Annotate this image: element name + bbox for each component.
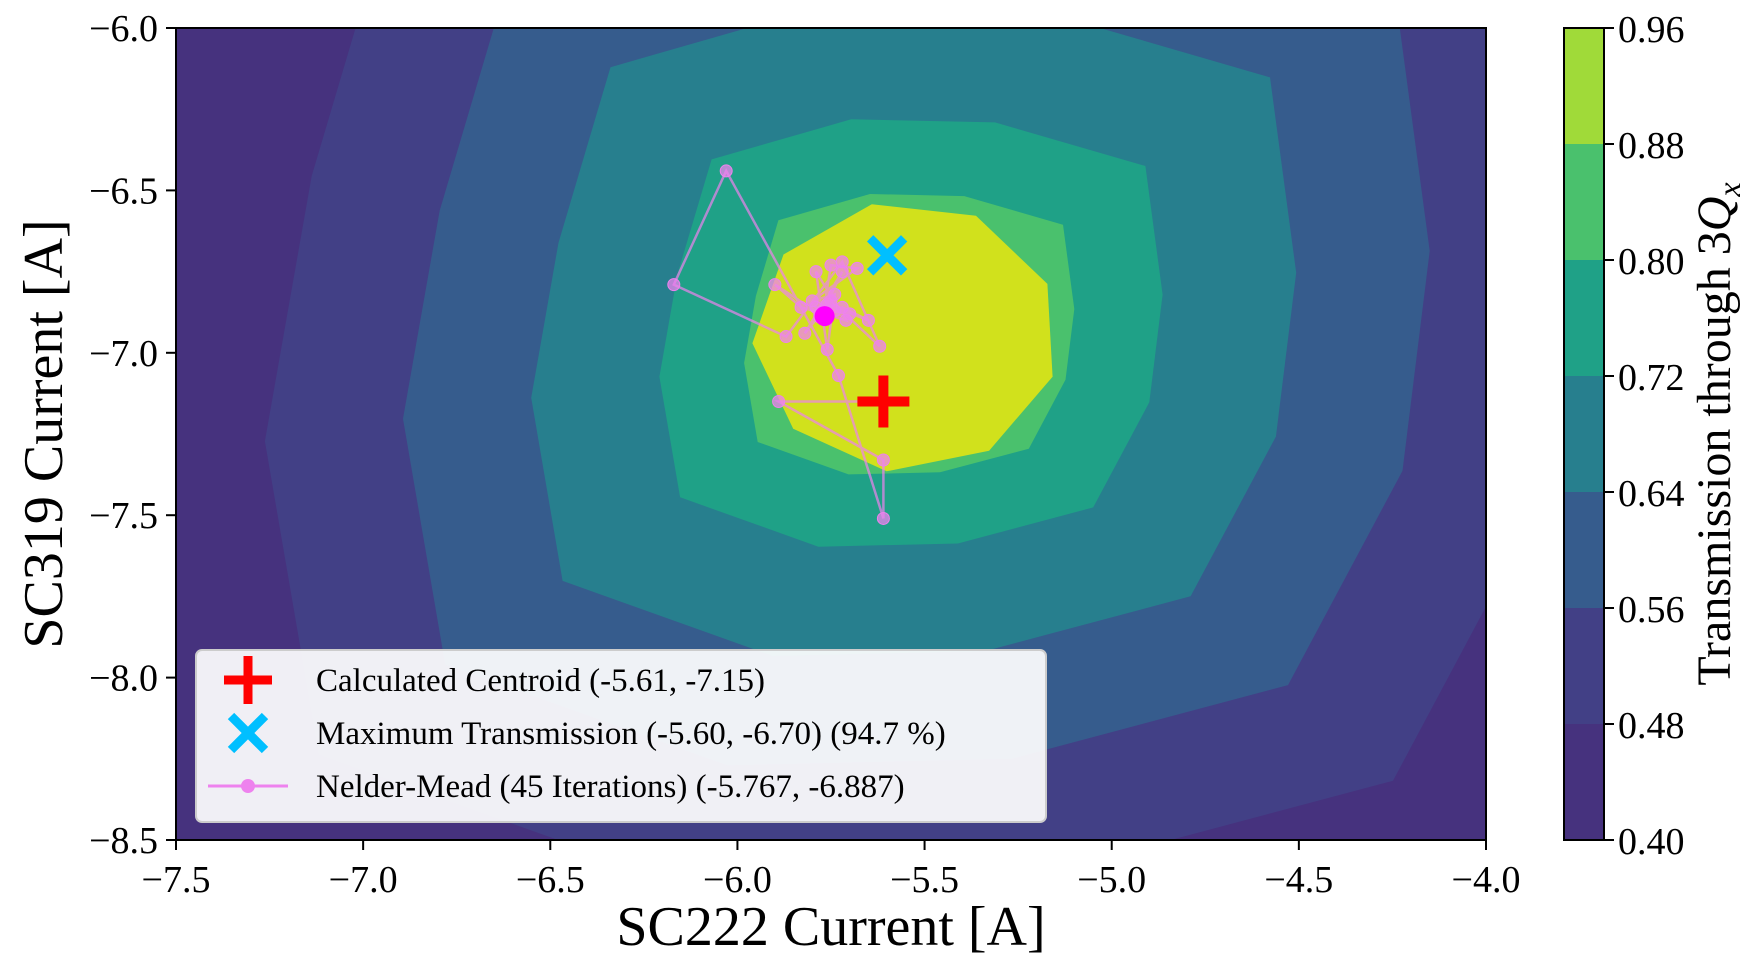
colorbar-band: [1564, 260, 1604, 376]
legend-box: [195, 649, 1047, 823]
colorbar-label-prefix: Transmission through 3: [1688, 231, 1741, 685]
colorbar-band: [1564, 28, 1604, 144]
colorbar-label-subscript: x: [1711, 182, 1747, 197]
nelder-mead-point: [798, 326, 812, 340]
x-tick-label: −5.5: [890, 859, 959, 901]
markers: [814, 235, 910, 428]
colorbar-tick-label: 0.80: [1618, 241, 1685, 283]
nelder-mead-point: [861, 313, 875, 327]
y-tick-label: −8.0: [89, 658, 158, 700]
nelder-mead-point: [850, 261, 864, 275]
nelder-mead-point: [820, 343, 834, 357]
nelder-mead-point: [772, 395, 786, 409]
y-axis-label: SC319 Current [A]: [13, 219, 75, 648]
colorbar: 0.40 0.48 0.56 0.64 0.72 0.80 0.88 0.96: [1563, 9, 1685, 863]
legend-entry-label: Nelder-Mead (45 Iterations) (-5.767, -6.…: [316, 769, 905, 805]
contour-fills: [264, 28, 1486, 840]
colorbar-label-symbol: Q: [1688, 197, 1741, 232]
colorbar-tick-label: 0.48: [1618, 705, 1685, 747]
y-tick-label: −6.5: [89, 170, 158, 212]
nelder-mead-point: [809, 265, 823, 279]
x-tick-label: −5.0: [1077, 859, 1146, 901]
x-axis-label: SC222 Current [A]: [616, 896, 1045, 958]
nelder-mead-point: [876, 453, 890, 467]
nelder-mead-point: [794, 300, 808, 314]
legend-entry-label: Calculated Centroid (-5.61, -7.15): [316, 663, 765, 699]
colorbar-band: [1564, 376, 1604, 492]
y-tick-label: −7.5: [89, 495, 158, 537]
nelder-mead-point: [667, 278, 681, 292]
y-axis: −6.0 −6.5 −7.0 −7.5 −8.0 −8.5: [89, 8, 176, 862]
colorbar-band: [1564, 492, 1604, 608]
nelder-mead-point: [828, 287, 842, 301]
colorbar-tick-label: 0.56: [1618, 589, 1685, 631]
colorbar-tick-label: 0.96: [1618, 9, 1685, 51]
colorbar-tick-label: 0.40: [1618, 821, 1685, 863]
max-transmission-marker-b: [866, 235, 908, 276]
colorbar-tick-label: 0.64: [1618, 473, 1685, 515]
y-tick-label: −6.0: [89, 8, 158, 50]
nelder-mead-point: [831, 369, 845, 383]
y-tick-label: −8.5: [89, 820, 158, 862]
colorbar-band: [1564, 608, 1604, 724]
x-axis: −7.5 −7.0 −6.5 −6.0 −5.5 −5.0 −4.5 −4.0: [142, 840, 1521, 901]
colorbar-band: [1564, 144, 1604, 260]
x-tick-label: −7.0: [329, 859, 398, 901]
colorbar-frame: [1563, 27, 1605, 841]
x-tick-label: −6.0: [703, 859, 772, 901]
nelder-mead-point: [779, 330, 793, 344]
legend-max-icon-b: [227, 712, 269, 754]
y-tick-label: −7.0: [89, 333, 158, 375]
plot-area: [175, 27, 1487, 841]
legend-nm-icon-dot: [241, 779, 255, 793]
plot-frame: [175, 27, 1487, 841]
x-tick-label: −4.5: [1264, 859, 1333, 901]
contour-band-top: [752, 204, 1053, 472]
nelder-mead-point: [824, 258, 838, 272]
nelder-mead-point: [843, 307, 857, 321]
colorbar-tick-label: 0.88: [1618, 125, 1685, 167]
colorbar-label: Transmission through 3Qx: [1688, 182, 1747, 685]
colorbar-tick-label: 0.72: [1618, 357, 1685, 399]
legend: Calculated Centroid (-5.61, -7.15) Maximu…: [195, 649, 1047, 823]
legend-entry-label: Maximum Transmission (-5.60, -6.70) (94.…: [316, 716, 946, 752]
x-tick-label: −7.5: [142, 859, 211, 901]
x-tick-label: −6.5: [516, 859, 585, 901]
nelder-mead-point: [768, 278, 782, 292]
x-tick-label: −4.0: [1452, 859, 1521, 901]
nelder-mead-final-marker: [814, 306, 835, 327]
nelder-mead-point: [835, 265, 849, 279]
nelder-mead-point: [876, 511, 890, 525]
nelder-mead-point: [873, 339, 887, 353]
colorbar-band: [1564, 724, 1604, 840]
nelder-mead-point: [719, 164, 733, 178]
